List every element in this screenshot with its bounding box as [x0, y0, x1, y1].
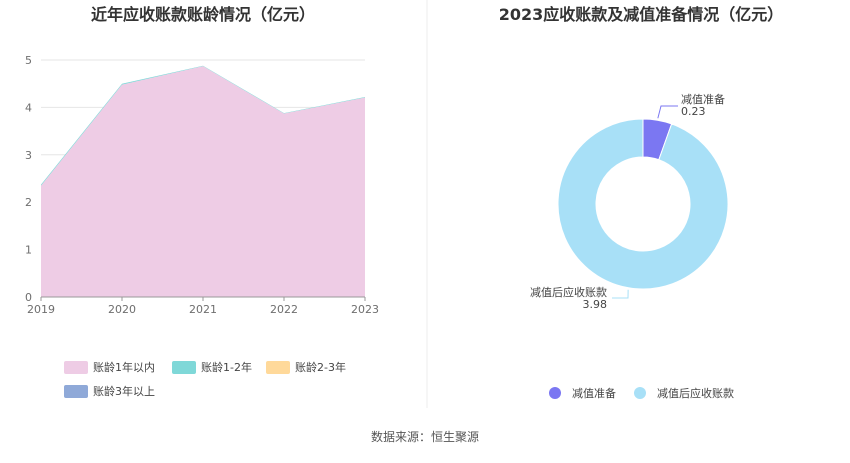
x-tick-label: 2023 [351, 303, 379, 316]
y-tick-label: 2 [25, 196, 32, 209]
legend-swatch [634, 387, 646, 399]
donut-slice [557, 118, 729, 290]
donut-chart-legend: 减值准备 减值后应收账款 [549, 386, 734, 400]
legend-label: 账龄1年以内 [93, 360, 155, 374]
y-tick-label: 5 [25, 54, 32, 67]
legend-label: 账龄3年以上 [93, 384, 155, 398]
x-tick-label: 2021 [189, 303, 217, 316]
y-tick-label: 1 [25, 244, 32, 257]
area-chart-x-ticks: 2019 2020 2021 2022 2023 [27, 296, 379, 316]
legend-swatch [549, 387, 561, 399]
legend-label: 减值准备 [572, 386, 616, 400]
area-chart-y-ticks: 0 1 2 3 4 5 [25, 54, 32, 304]
y-tick-label: 3 [25, 149, 32, 162]
y-tick-label: 0 [25, 291, 32, 304]
donut-chart-title: 2023应收账款及减值准备情况（亿元） [499, 5, 784, 24]
area-chart-title: 近年应收账款账龄情况（亿元） [91, 5, 315, 24]
legend-label: 减值后应收账款 [657, 386, 734, 400]
legend-swatch [64, 385, 88, 398]
donut-label-name: 减值后应收账款 [530, 285, 607, 299]
y-tick-label: 4 [25, 101, 32, 114]
donut-chart-slices [557, 118, 729, 290]
area-chart-areas [41, 65, 365, 297]
x-tick-label: 2022 [270, 303, 298, 316]
donut-leader-line [657, 105, 678, 119]
donut-leader-line [612, 289, 629, 299]
legend-swatch [64, 361, 88, 374]
legend-label: 账龄2-3年 [295, 360, 346, 374]
data-source-note: 数据来源：恒生聚源 [370, 430, 479, 444]
x-tick-label: 2020 [108, 303, 136, 316]
donut-label-value: 3.98 [583, 298, 608, 311]
donut-label-value: 0.23 [681, 105, 706, 118]
legend-swatch [266, 361, 290, 374]
legend-label: 账龄1-2年 [201, 360, 252, 374]
legend-swatch [172, 361, 196, 374]
area-series [41, 66, 365, 297]
donut-label-name: 减值准备 [681, 92, 725, 106]
x-tick-label: 2019 [27, 303, 55, 316]
donut-chart: 2023应收账款及减值准备情况（亿元） 减值准备0.23减值后应收账款3.98 … [499, 5, 784, 400]
